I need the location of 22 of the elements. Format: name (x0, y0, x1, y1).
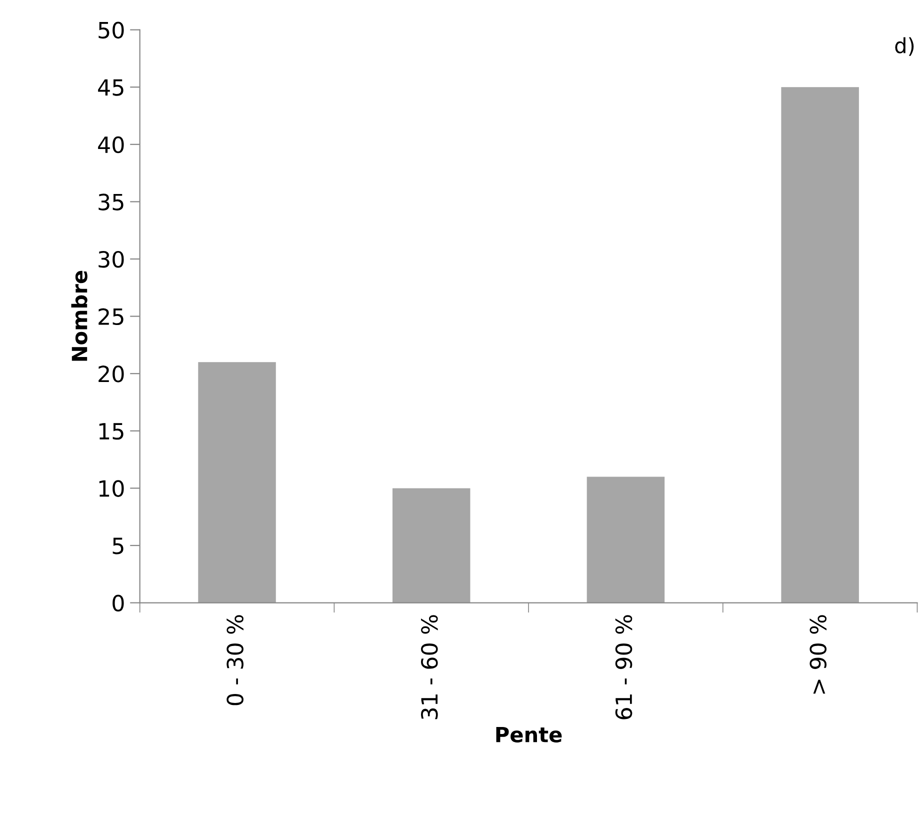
y-tick-label: 25 (98, 308, 124, 326)
x-tick-label: 61 - 90 % (615, 615, 632, 720)
bar (392, 488, 470, 603)
x-tick-label: 0 - 30 % (226, 615, 244, 706)
y-tick-label: 15 (99, 423, 124, 440)
y-tick-label: 20 (98, 366, 124, 382)
y-tick-label: 40 (98, 136, 124, 154)
y-tick-label: 5 (112, 538, 124, 554)
x-tick-label: > 90 % (810, 615, 827, 694)
y-axis-title: Nombre (71, 270, 88, 361)
bar (586, 476, 665, 603)
y-tick-label: 30 (98, 250, 124, 268)
y-tick-label: 50 (98, 22, 124, 39)
bar (781, 87, 859, 603)
y-tick-label: 0 (112, 594, 124, 612)
y-tick-label: 35 (98, 194, 124, 210)
annotation: d) (895, 37, 914, 56)
x-axis-title: Pente (496, 726, 562, 742)
bar (198, 362, 276, 603)
x-tick-label: 31 - 60 % (421, 615, 438, 720)
y-tick-label: 10 (99, 480, 124, 497)
y-tick-label: 45 (98, 79, 124, 96)
